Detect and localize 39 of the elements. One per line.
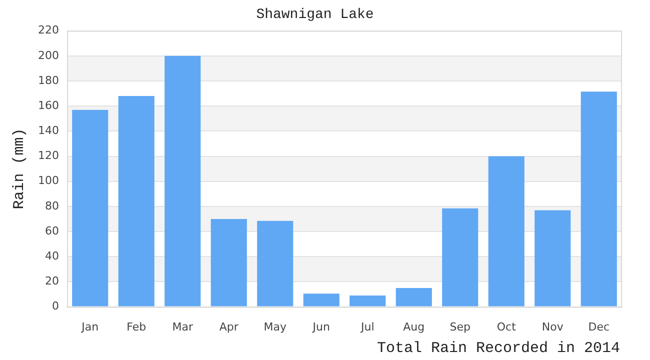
y-tick-label: 60 xyxy=(44,224,59,238)
y-tick-label: 180 xyxy=(38,74,59,87)
x-tick-label: Sep xyxy=(450,320,471,334)
y-tick-label: 20 xyxy=(44,274,59,288)
bar xyxy=(488,156,524,306)
y-tick-label: 100 xyxy=(38,174,59,188)
bar xyxy=(164,56,201,306)
y-tick-label: 0 xyxy=(52,300,59,313)
x-tick-label: Mar xyxy=(172,320,194,334)
y-tick-label: 220 xyxy=(38,24,59,37)
bar xyxy=(210,218,247,306)
bar xyxy=(257,220,294,306)
bar xyxy=(350,296,386,306)
x-tick-label: Jan xyxy=(80,320,99,334)
x-tick-label: May xyxy=(264,320,287,334)
y-tick-label: 80 xyxy=(44,199,59,212)
x-tick-label: Oct xyxy=(496,320,517,334)
bar xyxy=(303,294,340,306)
x-tick-label: Dec xyxy=(588,320,610,334)
y-tick-label: 40 xyxy=(44,249,59,262)
y-tick-label: 120 xyxy=(38,149,59,162)
text: Total Rain Recorded in 2014 xyxy=(376,340,620,357)
y-tick-label: 160 xyxy=(38,98,59,112)
bar xyxy=(442,208,478,306)
bar xyxy=(580,92,617,306)
bar xyxy=(72,110,108,306)
y-tick-label: 200 xyxy=(38,48,59,62)
bar xyxy=(534,210,571,306)
x-tick-label: Apr xyxy=(219,320,239,334)
x-tick-label: Aug xyxy=(403,320,425,334)
chart-title: Shawnigan Lake xyxy=(256,7,374,24)
y-axis-title: Rain (mm) xyxy=(10,128,28,210)
y-tick-label: 140 xyxy=(38,124,59,138)
x-tick-label: Jul xyxy=(360,320,374,334)
x-tick-label: Nov xyxy=(542,320,564,334)
x-tick-label: Feb xyxy=(126,320,146,334)
x-tick-label: Jun xyxy=(312,320,330,334)
bar xyxy=(396,288,432,306)
bar xyxy=(118,96,154,306)
